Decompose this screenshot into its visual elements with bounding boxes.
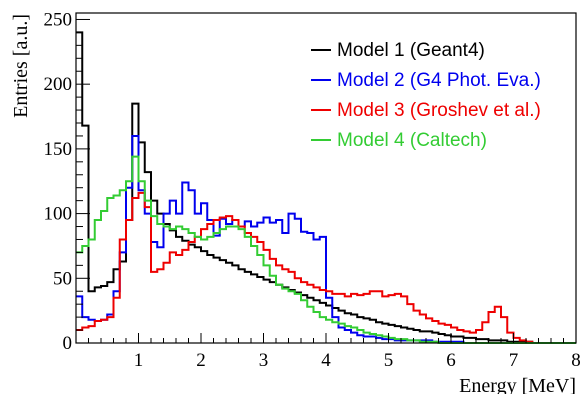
x-tick-label: 4 bbox=[321, 350, 331, 371]
axes: 1 2 3 4 5 6 7 8 0 50 100 150 200 250 bbox=[44, 9, 580, 371]
y-tick-label: 250 bbox=[44, 9, 73, 30]
x-tick-label: 6 bbox=[446, 350, 456, 371]
legend-item: Model 3 (Groshev et al.) bbox=[311, 100, 541, 121]
legend: Model 1 (Geant4) Model 2 (G4 Phot. Eva.) M… bbox=[311, 40, 541, 151]
legend-label: Model 4 (Caltech) bbox=[337, 130, 487, 151]
y-tick-label: 100 bbox=[44, 204, 73, 225]
series-2 bbox=[76, 134, 576, 344]
legend-label: Model 3 (Groshev et al.) bbox=[337, 100, 541, 121]
x-tick-label: 7 bbox=[509, 350, 519, 371]
x-axis-label: Energy [MeV] bbox=[459, 375, 576, 394]
x-tick-label: 5 bbox=[384, 350, 394, 371]
x-tick-label: 8 bbox=[571, 350, 580, 371]
y-tick-label: 0 bbox=[63, 333, 73, 354]
y-tick-label: 200 bbox=[44, 74, 73, 95]
y-tick-label: 150 bbox=[44, 139, 73, 160]
x-tick-label: 3 bbox=[259, 350, 269, 371]
series-line bbox=[76, 134, 576, 344]
y-axis-label: Entries [a.u.] bbox=[10, 14, 32, 118]
legend-label: Model 1 (Geant4) bbox=[337, 40, 485, 61]
x-tick-label: 1 bbox=[134, 350, 144, 371]
legend-label: Model 2 (G4 Phot. Eva.) bbox=[337, 70, 541, 91]
x-tick-label: 2 bbox=[196, 350, 206, 371]
series-line bbox=[76, 191, 576, 344]
y-tick-label: 50 bbox=[53, 268, 72, 289]
legend-item: Model 1 (Geant4) bbox=[311, 40, 485, 61]
legend-item: Model 4 (Caltech) bbox=[311, 130, 487, 151]
legend-item: Model 2 (G4 Phot. Eva.) bbox=[311, 70, 541, 91]
series-3 bbox=[76, 191, 576, 344]
